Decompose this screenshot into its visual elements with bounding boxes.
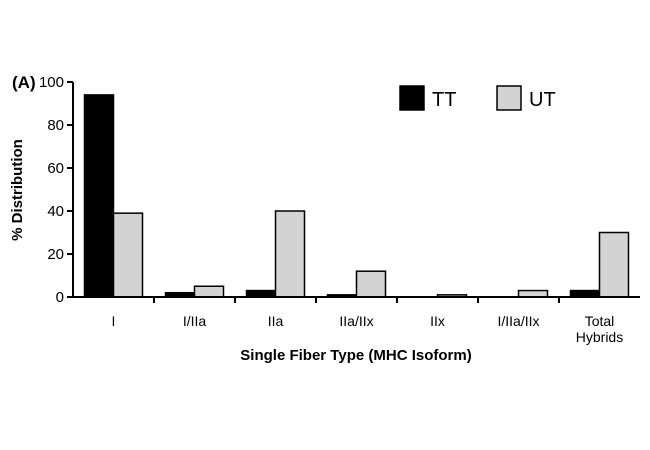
panel-label: (A) [12, 73, 36, 92]
y-tick-label: 20 [47, 246, 64, 263]
x-tick-label: IIa/IIx [339, 313, 373, 329]
y-tick-label: 100 [39, 74, 64, 91]
x-tick-label: I/IIa/IIx [497, 313, 539, 329]
x-tick-label: I/IIa [183, 313, 207, 329]
legend-label-tt: TT [432, 89, 456, 111]
y-tick-label: 0 [56, 289, 64, 306]
y-axis-title: % Distribution [9, 139, 26, 241]
y-tick-label: 60 [47, 160, 64, 177]
y-tick-label: 40 [47, 203, 64, 220]
bar-ut-3 [355, 270, 387, 298]
bar-ut-2 [274, 210, 306, 298]
x-tick-label: Hybrids [576, 329, 623, 345]
bar-ut-0 [112, 212, 144, 298]
legend: TT UT [399, 85, 556, 111]
y-tick-label: 80 [47, 117, 64, 134]
bar-ut-6 [598, 231, 630, 298]
x-tick-label: IIx [430, 313, 445, 329]
legend-swatch-ut [496, 85, 522, 111]
x-tick-label: IIa [268, 313, 284, 329]
bar-ut-1 [193, 285, 225, 298]
legend-label-ut: UT [529, 89, 556, 111]
x-axis-title: Single Fiber Type (MHC Isoform) [240, 347, 471, 364]
x-tick-label: Total [585, 313, 615, 329]
legend-swatch-tt [399, 85, 425, 111]
bar-tt-0 [83, 94, 115, 298]
x-tick-label: I [112, 313, 116, 329]
axes-layer: 0 20 40 60 80 100 I I/IIa IIa IIa/IIx IIx I/IIa/IIx… [39, 74, 640, 345]
bars-layer [83, 94, 630, 298]
